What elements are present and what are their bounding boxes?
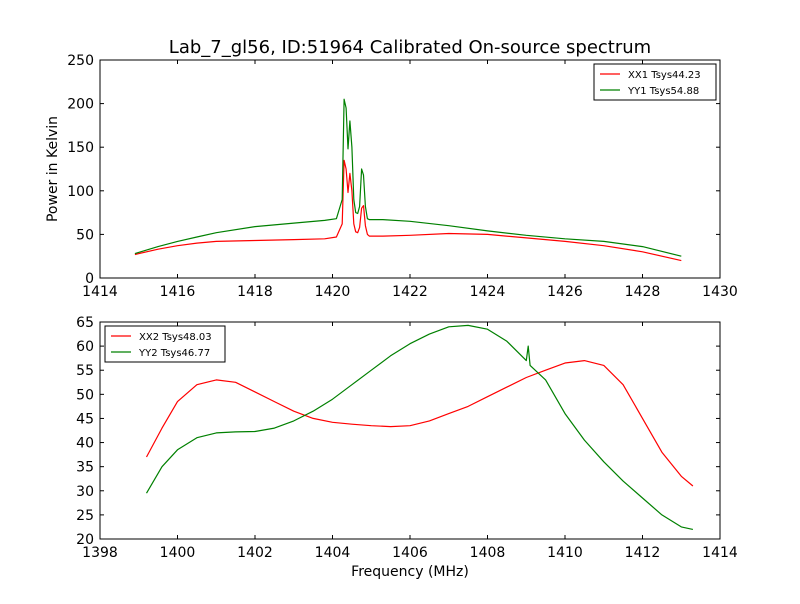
y-tick-label: 100 xyxy=(67,184,94,200)
series-line-1-2 xyxy=(134,98,682,257)
series-line-2-1 xyxy=(145,360,694,487)
x-tick-label: 1420 xyxy=(315,284,351,300)
legend-label: XX2 Tsys48.03 xyxy=(139,332,212,343)
legend-box-1 xyxy=(593,63,717,101)
x-tick-label: 1422 xyxy=(392,284,428,300)
y-tick-label: 55 xyxy=(76,363,94,379)
y-tick-label: 200 xyxy=(67,97,94,113)
y-tick-label: 25 xyxy=(76,508,94,524)
x-tick-label: 1414 xyxy=(702,545,738,561)
x-axis-label: Frequency (MHz) xyxy=(351,564,469,580)
y-tick-label: 35 xyxy=(76,460,94,476)
y-tick-label: 50 xyxy=(76,227,94,243)
y-tick-label: 0 xyxy=(85,271,94,287)
y-tick-label: 150 xyxy=(67,140,94,156)
y-tick-label: 50 xyxy=(76,387,94,403)
y-tick-label: 60 xyxy=(76,339,94,355)
series-line-2-2 xyxy=(145,324,694,530)
y-tick-label: 40 xyxy=(76,436,94,452)
chart-title: Lab_7_gl56, ID:51964 Calibrated On-sourc… xyxy=(169,37,651,58)
y-tick-label: 30 xyxy=(76,484,94,500)
x-tick-label: 1428 xyxy=(625,284,661,300)
series-line-1-1 xyxy=(134,159,682,262)
y-tick-label: 250 xyxy=(67,53,94,69)
y-tick-label: 20 xyxy=(76,532,94,548)
x-tick-label: 1406 xyxy=(392,545,428,561)
legend-label: XX1 Tsys44.23 xyxy=(628,70,701,81)
legend-label: YY1 Tsys54.88 xyxy=(627,86,699,97)
legend-label: YY2 Tsys46.77 xyxy=(138,348,210,359)
y-tick-label: 65 xyxy=(76,315,94,331)
x-tick-label: 1404 xyxy=(315,545,351,561)
x-tick-label: 1414 xyxy=(82,284,118,300)
y-axis-label: Power in Kelvin xyxy=(45,116,61,222)
x-tick-label: 1398 xyxy=(82,545,118,561)
x-tick-label: 1424 xyxy=(470,284,506,300)
x-tick-label: 1418 xyxy=(237,284,273,300)
x-tick-label: 1426 xyxy=(547,284,583,300)
x-tick-label: 1400 xyxy=(160,545,196,561)
legend-box-2 xyxy=(104,325,226,363)
y-tick-label: 45 xyxy=(76,411,94,427)
x-tick-label: 1410 xyxy=(547,545,583,561)
x-tick-label: 1412 xyxy=(625,545,661,561)
x-tick-label: 1416 xyxy=(160,284,196,300)
x-tick-label: 1402 xyxy=(237,545,273,561)
x-tick-label: 1408 xyxy=(470,545,506,561)
x-tick-label: 1430 xyxy=(702,284,738,300)
